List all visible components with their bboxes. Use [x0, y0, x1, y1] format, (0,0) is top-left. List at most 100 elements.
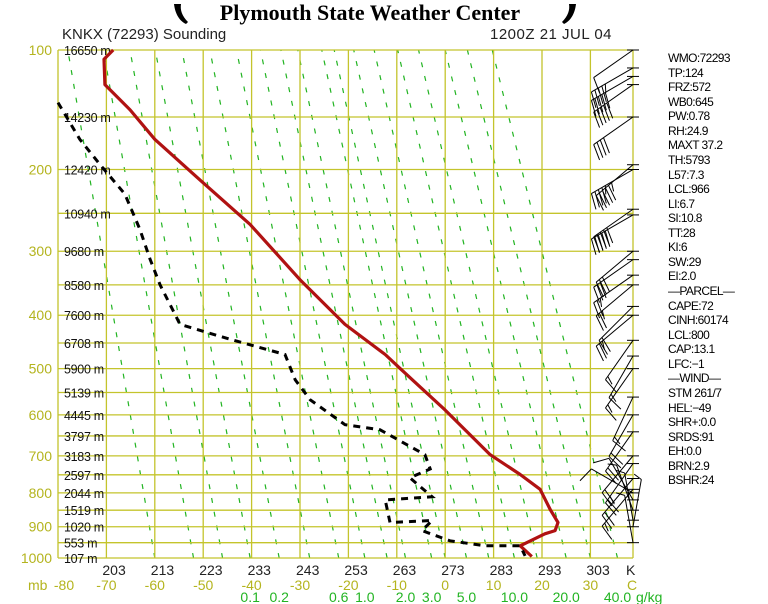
wind-barb-feather	[598, 312, 607, 329]
logo-swoosh-icon	[562, 4, 576, 24]
mixing-ratio-label: 0.2	[269, 589, 289, 604]
wind-barb-feather	[601, 340, 605, 350]
wind-barb-feather	[614, 436, 621, 445]
wind-barb-feather	[590, 238, 597, 255]
wind-barb-staff	[593, 49, 634, 78]
pressure-unit: mb	[28, 577, 48, 593]
stat-item: —PARCEL—	[668, 284, 735, 298]
mixing-ratio-line	[373, 49, 490, 559]
mixing-ratio-line	[297, 49, 407, 559]
wind-barb-feather	[606, 227, 614, 244]
wind-barb-feather	[607, 404, 613, 413]
wind-barb-feather	[604, 511, 615, 526]
wind-barb-staff	[605, 340, 634, 380]
wind-barb-feather	[599, 298, 603, 308]
wind-barb-feather	[599, 282, 607, 299]
stat-item: TP:124	[668, 65, 704, 80]
mixing-ratio-line	[235, 49, 340, 559]
wind-barb-feather	[601, 232, 607, 249]
pressure-label: 700	[29, 448, 53, 464]
wind-barb-feather	[601, 525, 613, 540]
wind-barb-feather	[597, 96, 604, 113]
height-label: 5900 m	[64, 363, 104, 377]
pressure-label: 100	[29, 42, 53, 58]
kelvin-label: 283	[490, 562, 514, 578]
height-label: 2044 m	[64, 487, 104, 501]
wind-barb-feather	[615, 469, 625, 474]
wind-barb-feather	[601, 276, 611, 292]
dewpoint-line	[56, 101, 527, 557]
stat-item: CAP:13.1	[668, 342, 715, 357]
wind-barb-staff	[624, 495, 634, 543]
mixing-ratio-label: 40.0	[604, 589, 631, 604]
stats-panel: WMO:72293 TP:124 FRZ:572 WB0:645 PW:0.78 RH:2…	[668, 51, 735, 488]
wind-barb-feather	[607, 467, 619, 481]
stat-item: CAPE:72	[668, 298, 714, 313]
wind-barb-feather	[605, 502, 617, 516]
height-label: 1020 m	[64, 521, 104, 535]
stat-item: LI:6.7	[668, 196, 695, 211]
wind-barb-staff	[624, 472, 634, 521]
mixing-ratio-line	[353, 49, 468, 559]
wind-barb-feather	[609, 496, 615, 505]
stat-item: LFC:−1	[668, 356, 705, 371]
wind-barb-staff	[612, 396, 634, 441]
kelvin-label: 263	[393, 562, 417, 578]
wind-barb-feather	[611, 182, 615, 192]
mixing-ratio-label: 0.6	[329, 589, 349, 604]
wind-barb-feather	[593, 457, 610, 464]
wind-barb-staff	[593, 259, 634, 288]
height-label: 2597 m	[64, 469, 104, 483]
kelvin-unit: K	[626, 562, 636, 578]
mixing-ratio-label: 10.0	[501, 589, 528, 604]
stat-item: SRDS:91	[668, 429, 714, 444]
pressure-label: 400	[29, 307, 53, 323]
kelvin-label: 293	[538, 562, 562, 578]
wind-barb-feather	[593, 286, 601, 303]
wind-barb-feather	[604, 185, 607, 195]
mixing-ratio-line	[280, 49, 388, 559]
wind-barb-feather	[597, 87, 604, 104]
pressure-label: 1000	[21, 550, 52, 566]
stat-item: MAXT 37.2	[668, 138, 723, 153]
wind-barb-feather	[615, 492, 625, 496]
height-label: 7600 m	[64, 309, 104, 323]
mixing-ratio-line	[466, 49, 591, 559]
height-label: 1519 m	[64, 504, 104, 518]
wind-barb-feather	[590, 91, 597, 108]
height-label: 6708 m	[64, 337, 104, 351]
stat-item: BRN:2.9	[668, 458, 710, 473]
height-label: 9680 m	[64, 245, 104, 259]
height-label: 16650 m	[64, 44, 111, 58]
pressure-label: 900	[29, 519, 53, 535]
wind-barb-feather	[605, 470, 617, 484]
wind-barb-feather	[593, 111, 601, 128]
celsius-label: -40	[241, 577, 261, 593]
height-label: 14230 m	[64, 111, 111, 125]
wind-barb-staff	[595, 284, 634, 317]
mixing-ratio-unit: g/kg	[636, 589, 662, 604]
wind-barb-staff	[608, 458, 634, 501]
mixing-ratio-line	[181, 49, 280, 559]
wind-barb-feather	[601, 85, 607, 102]
pressure-label: 300	[29, 243, 53, 259]
stat-item: EH:0.0	[668, 444, 702, 459]
celsius-label: 20	[534, 577, 550, 593]
stat-item: STM 261/7	[668, 385, 722, 400]
stat-item: WB0:645	[668, 94, 714, 109]
wind-barb-feather	[593, 144, 601, 161]
wind-barb-feather	[601, 94, 607, 111]
mixing-ratio-label: 3.0	[422, 589, 442, 604]
wind-barb-feather	[601, 310, 605, 320]
pressure-label: 200	[29, 162, 53, 178]
wind-barb-staff	[632, 479, 642, 527]
wind-barb-staff	[595, 250, 634, 283]
kelvin-label: 213	[151, 562, 175, 578]
wind-barb-feather	[605, 407, 617, 421]
stat-item: TT:28	[668, 225, 696, 240]
wind-barb-feather	[604, 522, 609, 532]
wind-barb-feather	[597, 189, 604, 206]
stat-item: LCL:800	[668, 327, 710, 342]
celsius-label: -10	[387, 577, 407, 593]
kelvin-label: 233	[248, 562, 272, 578]
